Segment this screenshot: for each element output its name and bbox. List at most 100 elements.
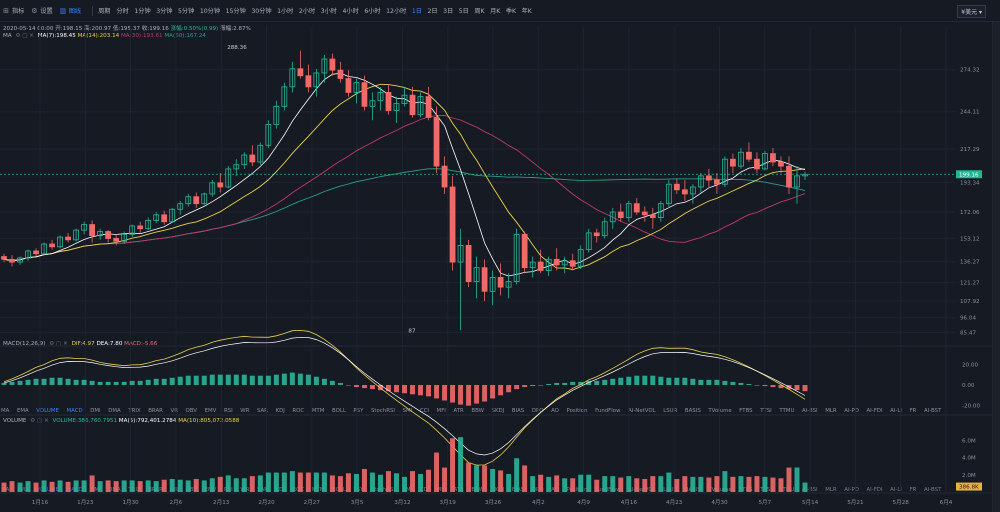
settings-button[interactable]: ⚙ 设置	[30, 6, 53, 16]
indicator-tab-skdj[interactable]: SKDJ	[491, 408, 505, 414]
indicator-tab-ai-bst[interactable]: AI-BST	[924, 408, 942, 414]
indicator-tab-psy[interactable]: PSY	[353, 408, 364, 414]
indicator-tab-boll[interactable]: BOLL	[331, 408, 346, 414]
timeframe-16[interactable]: 5日	[458, 8, 469, 15]
indicator-tab-ai-pd[interactable]: AI-PD	[844, 487, 859, 493]
indicator-tab-cci[interactable]: CCI	[419, 408, 429, 414]
macd-bar	[313, 376, 319, 385]
indicator-tab-tvolume[interactable]: TVolume	[708, 487, 732, 493]
timeframe-0[interactable]: 分时	[116, 8, 129, 15]
indicator-tab-roc[interactable]: ROC	[292, 408, 305, 414]
ma-title[interactable]: MA	[3, 33, 12, 39]
indicator-tab-vr[interactable]: VR	[170, 408, 178, 414]
indicator-tab-ai-fdi[interactable]: AI-FDI	[866, 408, 883, 414]
ma-settings-icon[interactable]: ⚙ ▢ ✕	[15, 33, 34, 39]
indicator-tab-fr[interactable]: FR	[909, 408, 917, 414]
indicator-tab-bbw[interactable]: BBW	[471, 408, 484, 414]
indicator-tab-obv[interactable]: OBV	[185, 408, 197, 414]
timeframe-17[interactable]: 周K	[474, 8, 485, 15]
indicator-tab-volume[interactable]: VOLUME	[36, 487, 59, 493]
indicator-tab-ttsi[interactable]: TTSI	[760, 408, 772, 414]
indicator-tab-dpo[interactable]: DPO	[531, 487, 544, 493]
timeframe-2[interactable]: 3分钟	[156, 8, 173, 15]
indicator-tab-sar[interactable]: SAR	[256, 408, 268, 414]
indicator-tab-position[interactable]: Position	[566, 408, 588, 414]
indicator-tab-fundflow[interactable]: FundFlow	[595, 487, 621, 493]
timeframe-8[interactable]: 2小时	[298, 8, 316, 15]
indicator-tab-ai-pd[interactable]: AI-PD	[844, 408, 859, 414]
indicator-tab-lsur[interactable]: LSUR	[663, 408, 678, 414]
volume-settings-icon[interactable]: ⚙ ▢ ✕	[30, 418, 49, 424]
indicator-tab-mfi[interactable]: MFI	[436, 487, 446, 493]
indicator-tab-dma[interactable]: DMA	[108, 408, 121, 414]
indicator-tab-fr[interactable]: FR	[909, 487, 917, 493]
indicator-tab-tvolume[interactable]: TVolume	[708, 408, 732, 414]
indicator-tab-smi[interactable]: SMI	[402, 487, 413, 493]
indicator-tab-stochrsi[interactable]: StochRSI	[370, 408, 395, 414]
chart-button[interactable]: ▥ 图线	[59, 6, 81, 16]
timeframe-19[interactable]: 季K	[505, 8, 517, 15]
indicator-tab-dpo[interactable]: DPO	[531, 408, 544, 414]
indicator-tab-basis[interactable]: BASIS	[684, 408, 701, 414]
macd-settings-icon[interactable]: ⚙ ▢ ✕	[49, 341, 68, 347]
indicator-tab-position[interactable]: Position	[566, 487, 588, 493]
indicator-tab-ema[interactable]: EMA	[16, 487, 29, 493]
indicator-tab-bias[interactable]: BIAS	[511, 408, 525, 414]
indicator-tab-wr[interactable]: WR	[240, 408, 250, 414]
timeframe-3[interactable]: 5分钟	[178, 8, 195, 15]
volume-title[interactable]: VOLUME	[3, 418, 27, 424]
indicator-tab-smi[interactable]: SMI	[402, 408, 413, 414]
indicator-tab-ai-li[interactable]: AI-LI	[890, 487, 902, 493]
timeframe-18[interactable]: 月K	[490, 8, 501, 15]
indicator-tab-kdj[interactable]: KDJ	[275, 408, 285, 414]
timeframe-1[interactable]: 1分钟	[134, 8, 151, 15]
indicator-tab-ai-netvol[interactable]: AI-NetVOL	[628, 408, 656, 414]
indicator-tab-ma[interactable]: MA	[1, 408, 10, 414]
currency-select[interactable]: ¥美元 ▾	[957, 5, 986, 18]
indicator-tab-trix[interactable]: TRIX	[128, 408, 141, 414]
indicator-tab-atr[interactable]: ATR	[453, 408, 464, 414]
indicator-tab-cci[interactable]: CCI	[419, 487, 429, 493]
indicator-tab-dmi[interactable]: DMI	[90, 408, 101, 414]
indicator-tab-ai-bst[interactable]: AI-BST	[924, 487, 942, 493]
indicator-tab-mlr[interactable]: MLR	[825, 408, 837, 414]
indicator-tab-stochrsi[interactable]: StochRSI	[370, 487, 395, 493]
indicator-tab-fundflow[interactable]: FundFlow	[595, 408, 621, 414]
timeframe-15[interactable]: 3日	[443, 8, 454, 15]
timeframe-10[interactable]: 4小时	[342, 8, 359, 15]
right-scrollbar[interactable]	[992, 22, 1000, 512]
indicator-tab-rsi[interactable]: RSI	[223, 408, 233, 414]
timeframe-5[interactable]: 15分钟	[225, 8, 246, 15]
timeframe-14[interactable]: 2日	[427, 8, 438, 15]
indicator-tab-ftbs[interactable]: FTBS	[739, 408, 753, 414]
indicator-tab-mtm[interactable]: MTM	[311, 408, 325, 414]
timeframe-12[interactable]: 12小时	[386, 8, 407, 15]
timeframe-20[interactable]: 年K	[521, 8, 532, 15]
indicator-tab-ttmu[interactable]: TTMU	[779, 408, 795, 414]
indicator-tab-obv[interactable]: OBV	[185, 487, 197, 493]
indicator-tab-ao[interactable]: AO	[551, 408, 559, 414]
indicator-tab-ai-li[interactable]: AI-LI	[890, 408, 902, 414]
timeframe-6[interactable]: 30分钟	[251, 8, 272, 15]
indicator-tab-emv[interactable]: EMV	[204, 408, 217, 414]
timeframe-11[interactable]: 6小时	[364, 8, 381, 15]
indicator-tab-volume[interactable]: VOLUME	[36, 408, 59, 414]
indicator-tab-ftbs[interactable]: FTBS	[739, 487, 753, 493]
indicator-tab-macd[interactable]: MACD	[66, 408, 83, 414]
indicator-tab-ai-netvol[interactable]: AI-NetVOL	[628, 487, 656, 493]
timeframe-7[interactable]: 1小时	[277, 8, 294, 15]
timeframe-4[interactable]: 10分钟	[199, 8, 221, 15]
timeframe-13[interactable]: 1日	[411, 8, 422, 15]
indicator-tab-ai-fdi[interactable]: AI-FDI	[866, 487, 883, 493]
indicator-tab-skdj[interactable]: SKDJ	[491, 487, 505, 493]
price-chart[interactable]: 1月16 1月23 1月30 2月6 2月13 2月20 2月27 3月5 3月12 3月19 3月…	[0, 22, 992, 512]
indicator-tab-ema[interactable]: EMA	[16, 408, 29, 414]
indicator-tab-kdj[interactable]: KDJ	[275, 487, 285, 493]
macd-title[interactable]: MACD(12,26,9)	[3, 341, 46, 347]
indicator-tab-mfi[interactable]: MFI	[436, 408, 446, 414]
indicator-button[interactable]: ⊞ 指标	[2, 6, 24, 16]
timeframe-9[interactable]: 3小时	[320, 8, 337, 15]
indicator-tab-dmi[interactable]: DMI	[90, 487, 101, 493]
indicator-tab-brar[interactable]: BRAR	[148, 408, 163, 414]
indicator-tab-mlr[interactable]: MLR	[825, 487, 837, 493]
